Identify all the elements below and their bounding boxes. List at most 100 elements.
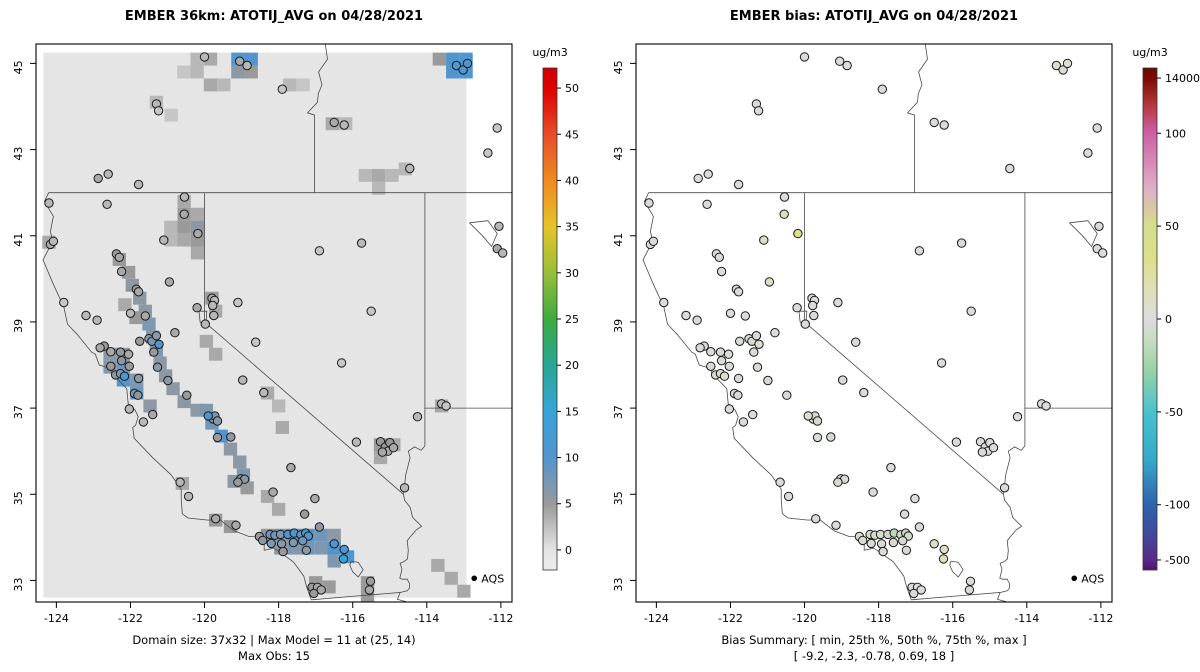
station-point	[659, 297, 669, 308]
station-point	[135, 336, 145, 346]
station-point	[901, 545, 912, 555]
station-point	[799, 52, 810, 62]
station-point	[164, 277, 175, 287]
station-point	[811, 514, 821, 524]
station-point	[233, 477, 243, 487]
station-point	[148, 409, 158, 420]
station-point	[899, 509, 910, 519]
colorbar: ug/m3 0 5 10 15 20 25 30 35 40 45 50	[532, 46, 579, 571]
station-point	[233, 297, 243, 308]
station-point	[149, 347, 159, 357]
station-point	[163, 375, 173, 386]
station-point	[831, 520, 841, 530]
station-point	[116, 356, 127, 366]
station-point	[936, 358, 947, 368]
svg-text:-124: -124	[644, 612, 669, 625]
station-point	[1098, 248, 1108, 258]
station-point	[868, 487, 878, 497]
station-point	[833, 297, 843, 308]
grid-layer	[42, 52, 473, 602]
station-point	[753, 106, 764, 116]
station-point	[116, 266, 127, 277]
svg-text:-114: -114	[1014, 612, 1039, 625]
station-point	[851, 337, 861, 347]
svg-text:-116: -116	[940, 612, 965, 625]
svg-text:-500: -500	[1165, 554, 1190, 567]
station-point	[339, 544, 349, 555]
station-point	[702, 199, 712, 210]
station-point	[44, 198, 54, 208]
station-point	[749, 347, 759, 357]
station-point	[81, 310, 91, 321]
svg-text:30: 30	[565, 267, 579, 280]
station-point	[1005, 163, 1015, 174]
station-point	[93, 173, 103, 184]
station-point	[200, 319, 211, 329]
station-point	[211, 514, 221, 524]
station-point	[235, 56, 245, 66]
station-point	[703, 169, 713, 179]
station-point	[288, 537, 299, 548]
colorbar-units-label: ug/m3	[532, 46, 567, 59]
station-point	[258, 535, 268, 546]
station-point	[759, 235, 769, 245]
station-point	[102, 199, 112, 210]
station-point	[209, 310, 219, 321]
station-point	[809, 310, 819, 321]
station-point	[763, 375, 773, 386]
station-point	[192, 303, 202, 313]
svg-text:33: 33	[612, 577, 625, 591]
station-point	[939, 544, 949, 555]
station-point	[399, 483, 410, 493]
svg-text:45: 45	[12, 60, 25, 74]
svg-text:37: 37	[12, 405, 25, 419]
station-point	[339, 120, 349, 130]
station-point	[451, 60, 462, 71]
station-point	[803, 411, 813, 421]
station-point	[965, 576, 976, 586]
station-point	[951, 437, 962, 447]
svg-text:15: 15	[565, 405, 579, 418]
model-panel-title: EMBER 36km: ATOTIJ_AVG on 04/28/2021	[124, 9, 424, 24]
station-point	[733, 179, 744, 190]
station-point	[888, 537, 899, 548]
station-point	[1058, 65, 1068, 75]
svg-text:35: 35	[12, 491, 25, 505]
svg-text:50: 50	[565, 82, 579, 95]
station-point	[140, 311, 151, 321]
station-point	[242, 60, 252, 71]
station-point	[462, 58, 473, 69]
svg-text:41: 41	[612, 233, 625, 247]
station-point	[365, 576, 376, 586]
station-point	[277, 84, 287, 94]
svg-text:35: 35	[612, 491, 625, 505]
station-point	[483, 148, 493, 158]
plot-border	[35, 43, 513, 603]
station-point	[929, 117, 939, 128]
svg-text:AQS: AQS	[1081, 572, 1104, 585]
svg-text:45: 45	[612, 60, 625, 74]
svg-text:-100: -100	[1165, 499, 1190, 512]
station-point	[212, 432, 223, 443]
station-point	[1092, 123, 1102, 133]
station-point	[956, 238, 967, 248]
svg-text:14000: 14000	[1165, 72, 1200, 85]
station-point	[724, 404, 735, 414]
bias-panel: EMBER bias: ATOTIJ_AVG on 04/28/2021 AQS…	[600, 0, 1200, 672]
svg-text:37: 37	[612, 405, 625, 419]
station-point	[208, 300, 218, 311]
station-point	[886, 462, 896, 473]
station-point	[170, 328, 180, 338]
station-point	[268, 487, 278, 497]
svg-text:25: 25	[565, 313, 579, 326]
svg-text:39: 39	[12, 319, 25, 333]
station-point	[715, 347, 726, 357]
svg-text:5: 5	[565, 498, 572, 511]
station-point	[338, 554, 349, 564]
station-point	[314, 522, 325, 532]
station-point	[356, 238, 367, 248]
svg-text:0: 0	[1165, 313, 1172, 326]
svg-text:40: 40	[565, 174, 579, 187]
station-point	[740, 311, 751, 321]
station-point	[733, 287, 744, 297]
